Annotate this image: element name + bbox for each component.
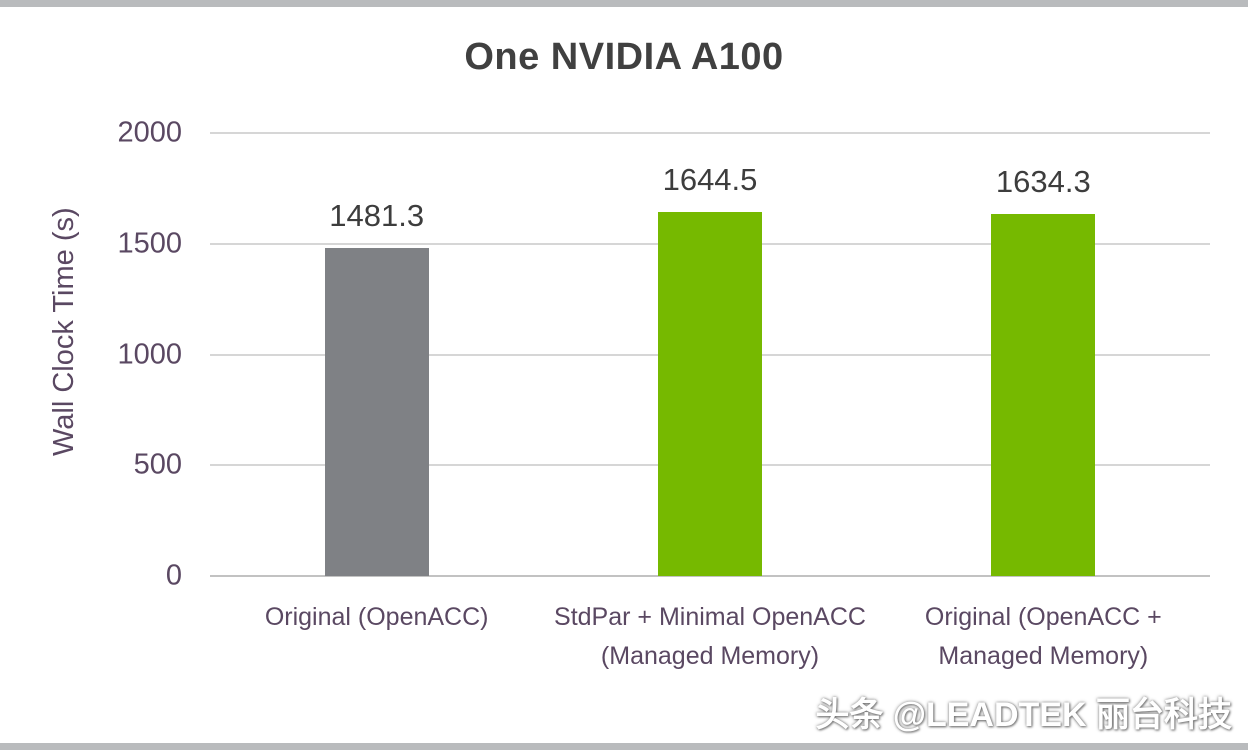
x-axis-category-labels: Original (OpenACC) StdPar + Minimal OpenA… xyxy=(210,598,1210,728)
gridline xyxy=(210,132,1210,134)
bottom-border xyxy=(0,743,1248,750)
category-label: Original (OpenACC) xyxy=(264,603,489,631)
category-label: Original (OpenACC + Managed Memory) xyxy=(924,603,1162,670)
bar-3 xyxy=(991,214,1096,576)
y-tick-label: 0 xyxy=(165,559,182,592)
category-label: StdPar + Minimal OpenACC (Managed Memory… xyxy=(554,603,866,670)
y-tick-label: 1000 xyxy=(117,338,182,370)
bar-2 xyxy=(658,211,762,576)
bar-value-label: 1644.5 xyxy=(662,161,758,197)
bar-value-label: 1634.3 xyxy=(995,164,1091,200)
bar-value-label: 1481.3 xyxy=(329,197,425,233)
y-axis-tick-labels: 0 500 1000 1500 2000 xyxy=(0,117,196,592)
plot-area: 1481.3 1644.5 1634.3 xyxy=(210,132,1210,577)
watermark: 头条 @LEADTEK 丽台科技 xyxy=(815,696,1232,734)
chart-title: One NVIDIA A100 xyxy=(464,36,784,78)
bar-1 xyxy=(324,247,429,576)
top-border xyxy=(0,0,1248,7)
y-tick-label: 500 xyxy=(133,448,182,481)
y-tick-label: 1500 xyxy=(117,227,182,260)
x-axis-baseline xyxy=(210,575,1210,577)
y-tick-label: 2000 xyxy=(117,116,182,149)
